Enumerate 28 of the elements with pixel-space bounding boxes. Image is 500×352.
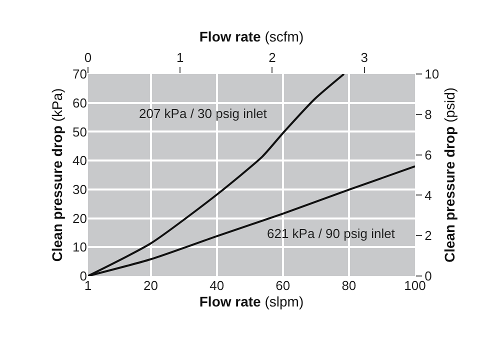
y2-tick-label: 6 (424, 147, 432, 162)
x-tick-label: 40 (210, 278, 224, 293)
y-tick-label: 20 (72, 210, 87, 226)
x2-axis-title: Flow rate (scfm) (199, 28, 304, 44)
y-tick-label: 30 (72, 182, 87, 197)
y2-axis-title: Clean pressure drop (psid) (441, 87, 458, 263)
y-tick-label: 50 (72, 124, 87, 140)
y2-tick-label: 8 (424, 106, 432, 122)
y-tick-label: 60 (72, 95, 87, 110)
y2-tick-label: 4 (424, 188, 432, 203)
y2-tick-label: 2 (424, 228, 432, 244)
y-tick-label: 70 (72, 66, 87, 82)
y-tick-label: 40 (72, 153, 87, 168)
y-tick-label: 10 (72, 240, 87, 255)
series-label: 621 kPa / 90 psig inlet (267, 226, 396, 241)
y-axis-title: Clean pressure drop (kPa) (49, 88, 66, 262)
x-tick-label: 100 (404, 278, 426, 293)
y-tick-label: 0 (80, 268, 87, 284)
x2-tick-label: 1 (176, 50, 184, 65)
x-axis-title: Flow rate (slpm) (199, 293, 304, 310)
series-label: 207 kPa / 30 psig inlet (139, 106, 268, 121)
y2-tick-label: 0 (424, 268, 432, 284)
x-tick-label: 80 (342, 278, 356, 293)
x2-tick-label: 2 (268, 50, 276, 65)
y2-tick-label: 10 (424, 66, 440, 82)
x2-tick-label: 3 (360, 50, 368, 65)
x-tick-label: 20 (144, 278, 158, 293)
x-tick-label: 60 (276, 278, 290, 293)
